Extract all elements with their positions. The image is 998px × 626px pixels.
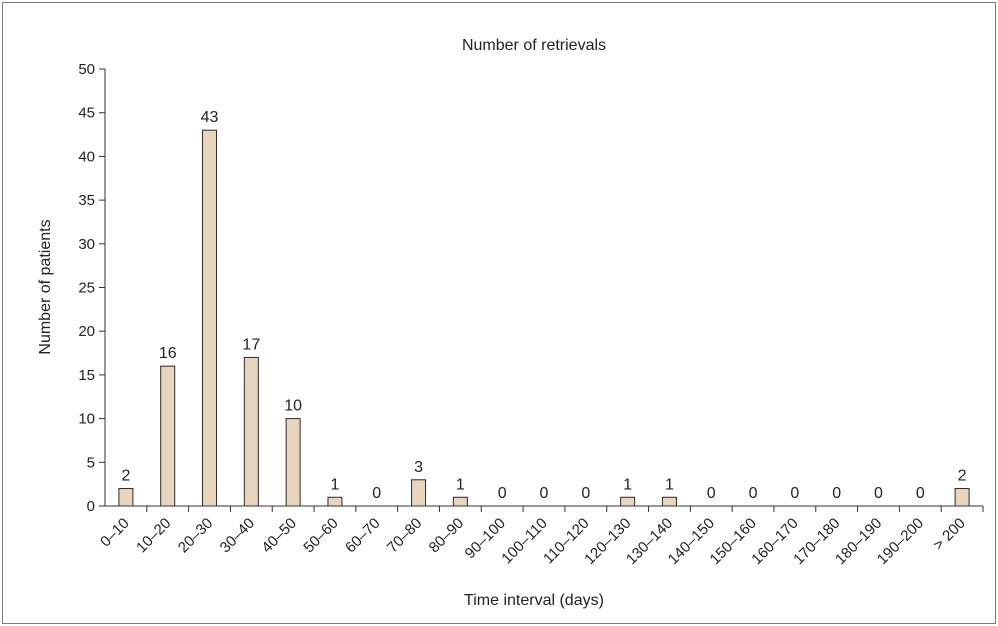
bar-data-label: 0 [540,485,549,502]
bar [620,496,636,507]
bar [954,488,970,507]
bar [452,496,468,507]
bar-data-label: 0 [832,485,841,502]
y-tick-label: 40 [78,148,95,165]
x-tick-label: 190–200 [874,515,927,568]
bar [661,496,677,507]
bar-data-label: 0 [790,485,799,502]
x-tick-label: 30–40 [217,515,259,557]
bar-data-label: 0 [749,485,758,502]
bar [160,365,176,507]
x-tick-label: 0–10 [97,515,133,551]
x-tick-label: 40–50 [258,515,300,557]
y-tick-label: 5 [87,454,95,471]
y-tick-label: 25 [78,280,95,297]
bar-data-label: 3 [414,459,423,476]
bar [327,496,343,507]
bar [202,129,218,507]
x-tick-label: 70–80 [384,515,426,557]
bar-data-label: 1 [665,476,674,493]
bar-data-label: 0 [874,485,883,502]
bar-data-label: 1 [456,476,465,493]
bar-data-label: 0 [498,485,507,502]
y-tick-label: 35 [78,192,95,209]
bar [285,418,301,507]
y-tick-label: 30 [78,236,95,253]
y-tick-label: 50 [78,61,95,78]
bar [411,479,427,507]
bar-data-label: 1 [623,476,632,493]
x-tick-label: > 200 [930,515,969,554]
bar [118,488,134,507]
bar-data-label: 16 [159,345,177,362]
y-tick-label: 0 [87,498,95,515]
bar-data-label: 43 [201,109,219,126]
y-axis-label: Number of patients [37,219,54,354]
bar-data-label: 1 [330,476,339,493]
x-tick-label: 10–20 [133,515,175,557]
bar-data-label: 0 [916,485,925,502]
bar-data-label: 0 [372,485,381,502]
bar-data-label: 2 [121,468,130,485]
bar [243,356,259,507]
y-tick-label: 10 [78,411,95,428]
x-axis-label: Time interval (days) [464,592,604,609]
x-tick-label: 60–70 [342,515,384,557]
chart-title: Number of retrievals [462,37,606,54]
bar-chart: Number of retrievals Number of patients … [37,37,984,609]
y-tick-label: 15 [78,367,95,384]
x-tick-label: 50–60 [300,515,342,557]
y-tick-label: 20 [78,323,95,340]
y-tick-label: 45 [78,105,95,122]
bar-data-label: 0 [707,485,716,502]
bar-data-label: 17 [242,336,260,353]
bar-data-label: 0 [581,485,590,502]
bar-data-label: 2 [958,468,967,485]
bar-data-label: 10 [284,398,302,415]
x-tick-label: 20–30 [175,515,217,557]
